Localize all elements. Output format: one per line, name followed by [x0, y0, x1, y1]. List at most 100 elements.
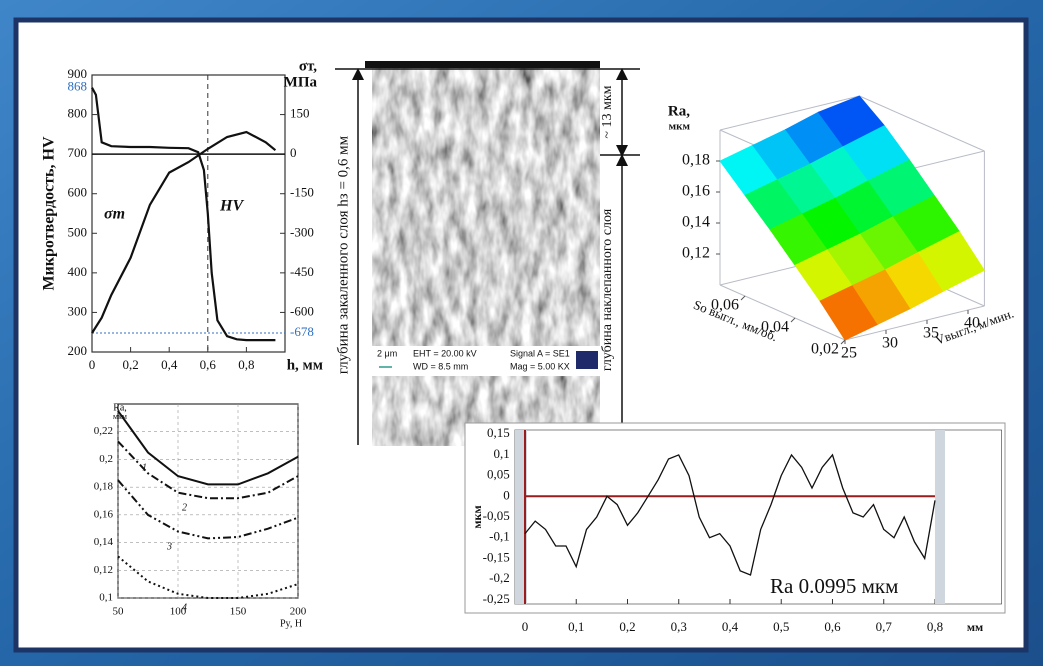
series-label: σт [104, 206, 125, 223]
cutoff-band [514, 430, 527, 604]
y-tick-label: -0,25 [483, 591, 510, 606]
cutoff-band [934, 430, 945, 604]
y-tick-label: 0,16 [94, 508, 114, 520]
x-tick-label: 0,7 [876, 619, 893, 634]
x-tick-label: 40 [964, 315, 980, 332]
series-label: 3 [166, 541, 172, 552]
series-label: HV [219, 198, 244, 215]
x-tick-label: 50 [113, 606, 125, 618]
x-axis-label: мм [967, 620, 983, 634]
y2-tick-label: -450 [290, 264, 314, 279]
line [91, 87, 276, 342]
sem-scale: 2 μm [377, 348, 397, 358]
sem-info-box [372, 346, 600, 376]
line [117, 555, 299, 599]
y-tick-label: 0 [503, 487, 510, 502]
box-edge [719, 284, 846, 341]
y-tick-label: 0,14 [94, 536, 114, 548]
y-tick-label: 0,15 [487, 425, 510, 440]
sem-eht: EHT = 20.00 kV [413, 348, 477, 358]
y2-tick-label: 0 [290, 145, 297, 160]
x-tick-label: 0,6 [824, 619, 841, 634]
x-tick-label: 0,1 [568, 619, 584, 634]
sem-mag: Mag = 5.00 KX [510, 361, 570, 371]
y2-axis-label: σт, [299, 58, 317, 74]
depth-label: глубина закаленного слоя hз = 0,6 мм [335, 135, 351, 374]
z-tick-label: 0,12 [682, 245, 710, 262]
sem-wd: WD = 8.5 mm [413, 361, 468, 371]
line [524, 453, 936, 576]
annotation: 868 [68, 79, 88, 94]
y-tick-label: -0,2 [489, 570, 510, 585]
x-tick-label: 100 [170, 606, 187, 618]
y2-tick-label: -150 [290, 185, 314, 200]
y-tick-label: 0,2 [99, 453, 113, 465]
y-tick-label: 0,18 [94, 481, 114, 493]
y-tick-label: -0,1 [489, 529, 510, 544]
x-tick-label: 0,4 [161, 357, 178, 372]
y-tick-label: 0,22 [94, 425, 113, 437]
y-tick-label: 800 [68, 106, 88, 121]
y2-tick-label: -300 [290, 224, 314, 239]
line [91, 130, 277, 334]
profile-panel [464, 422, 1006, 614]
x-axis-label: Py, Н [280, 618, 302, 629]
line [117, 479, 299, 540]
box-edge [859, 95, 985, 152]
x-tick-label: 0,4 [722, 619, 739, 634]
line [117, 440, 299, 500]
y-tick-label: 0,12 [94, 564, 113, 576]
box-edge [844, 305, 985, 341]
x-tick-label: 0 [89, 357, 96, 372]
y2-tick-label: 150 [290, 106, 310, 121]
x-tick-label: 0,8 [238, 357, 254, 372]
z-axis-label: Ra, [668, 103, 690, 119]
sem-signal: Signal A = SE1 [510, 348, 570, 358]
z-tick-label: 0,18 [682, 152, 710, 169]
x-tick-label: 0,2 [122, 357, 138, 372]
x-tick-label: 25 [841, 345, 857, 362]
y-tick [740, 295, 746, 301]
y-tick-label: 0,1 [494, 446, 510, 461]
y-tick-label: 400 [68, 264, 88, 279]
y2-tick-label: -600 [290, 303, 314, 318]
series-label: 2 [182, 503, 187, 514]
sem-logo [576, 351, 598, 369]
x-tick-label: 0,5 [773, 619, 789, 634]
y-axis-label: мкм [113, 412, 127, 421]
box-edge [719, 95, 860, 131]
series-label: 1 [142, 462, 147, 473]
y-tick-label: 0,02 [811, 341, 839, 358]
y-tick-label: -0,05 [483, 508, 510, 523]
y-axis-label: Микротвердость, HV [41, 136, 58, 290]
series-label: 4 [182, 602, 187, 613]
y-tick-label: 0,1 [99, 592, 113, 604]
x-tick-label: 35 [923, 325, 939, 342]
x-tick-label: 0,3 [671, 619, 687, 634]
annotation: -678 [290, 324, 314, 339]
z-tick-label: 0,14 [682, 214, 710, 231]
work-label: глубина наклепанного слоя [600, 208, 615, 371]
line [117, 410, 299, 486]
y-tick [840, 339, 846, 345]
x-tick-label: 0 [522, 619, 529, 634]
z-axis-label: мкм [669, 121, 691, 133]
y-tick-label: 600 [68, 185, 88, 200]
y-tick [790, 317, 796, 323]
thickness-label: ~ 13 мкм [600, 85, 615, 138]
surface-patch [917, 230, 985, 292]
y-tick-label: 500 [68, 224, 88, 239]
annotation: Ra 0.0995 мкм [770, 574, 898, 598]
y-tick-label: 0,04 [761, 319, 789, 336]
y-axis-label: мкм [470, 505, 484, 528]
y-tick-label: 900 [68, 66, 88, 81]
y-tick-label: 0,05 [487, 467, 510, 482]
plot-frame [91, 74, 286, 353]
x-tick-label: 0,6 [200, 357, 217, 372]
x-tick-label: 0,2 [619, 619, 635, 634]
x-tick-label: 200 [290, 606, 307, 618]
y-tick-label: 300 [68, 303, 88, 318]
x-axis-label: h, мм [287, 357, 323, 373]
